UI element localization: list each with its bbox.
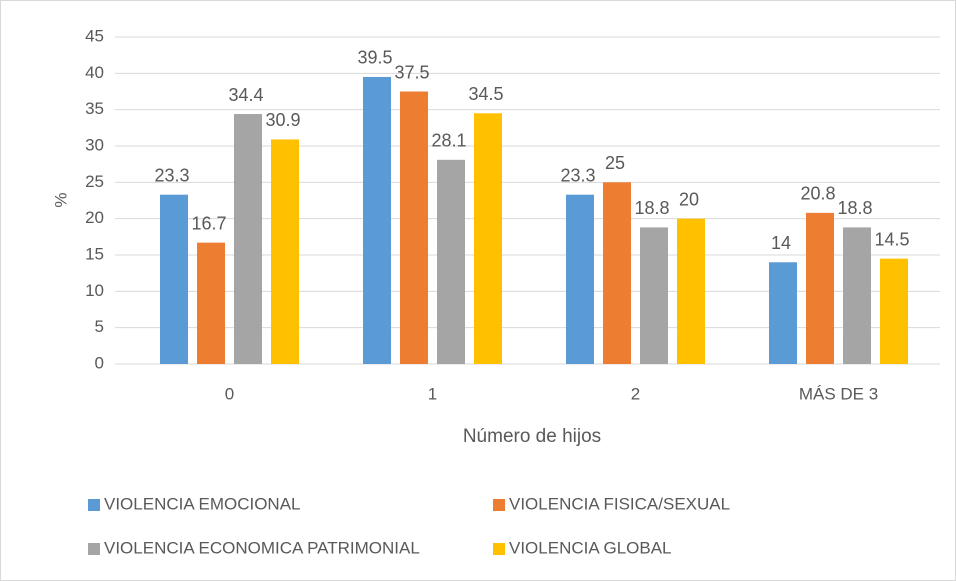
bar — [806, 212, 834, 364]
y-tick-label: 10 — [85, 281, 104, 300]
data-label: 20.8 — [800, 184, 835, 204]
bar — [677, 218, 705, 364]
y-tick-label: 15 — [85, 244, 104, 263]
legend-label: VIOLENCIA ECONOMICA PATRIMONIAL — [104, 538, 420, 557]
x-tick-label: 1 — [428, 384, 437, 403]
bar — [400, 91, 428, 364]
data-label: 14 — [771, 233, 791, 253]
legend-label: VIOLENCIA EMOCIONAL — [104, 494, 301, 513]
bar — [603, 182, 631, 364]
bar — [843, 227, 871, 364]
bar — [271, 139, 299, 364]
y-tick-label: 20 — [85, 208, 104, 227]
legend-swatch — [88, 499, 100, 511]
y-tick-label: 35 — [85, 99, 104, 118]
bar — [474, 113, 502, 364]
legend-swatch — [88, 543, 100, 555]
x-tick-label: MÁS DE 3 — [799, 384, 878, 403]
bar — [160, 194, 188, 364]
x-axis-title: Número de hijos — [463, 426, 601, 447]
data-label: 25 — [605, 153, 625, 173]
bar — [197, 242, 225, 364]
data-label: 30.9 — [265, 110, 300, 130]
data-label: 37.5 — [394, 62, 429, 82]
y-tick-label: 30 — [85, 135, 104, 154]
y-tick-label: 25 — [85, 172, 104, 191]
bar — [234, 114, 262, 364]
bar — [566, 194, 594, 364]
bar — [363, 76, 391, 364]
y-axis-title: % — [51, 192, 70, 207]
x-tick-label: 2 — [631, 384, 640, 403]
data-label: 16.7 — [191, 213, 226, 233]
bar — [769, 262, 797, 364]
y-tick-label: 40 — [85, 63, 104, 82]
x-tick-label: 0 — [225, 384, 234, 403]
legend-label: VIOLENCIA FISICA/SEXUAL — [509, 494, 730, 513]
data-label: 39.5 — [357, 48, 392, 68]
data-label: 20 — [679, 189, 699, 209]
y-tick-label: 0 — [95, 353, 104, 372]
y-tick-label: 5 — [95, 317, 104, 336]
data-label: 18.8 — [634, 198, 669, 218]
data-label: 23.3 — [154, 165, 189, 185]
bar — [880, 258, 908, 364]
data-label: 28.1 — [431, 131, 466, 151]
bar — [640, 227, 668, 364]
bar — [437, 159, 465, 364]
data-label: 18.8 — [837, 198, 872, 218]
legend-label: VIOLENCIA GLOBAL — [509, 538, 672, 557]
data-label: 14.5 — [874, 229, 909, 249]
legend-swatch — [493, 499, 505, 511]
data-label: 23.3 — [560, 165, 595, 185]
data-label: 34.5 — [468, 84, 503, 104]
y-tick-label: 45 — [85, 26, 104, 45]
data-label: 34.4 — [228, 85, 263, 105]
legend-swatch — [493, 543, 505, 555]
